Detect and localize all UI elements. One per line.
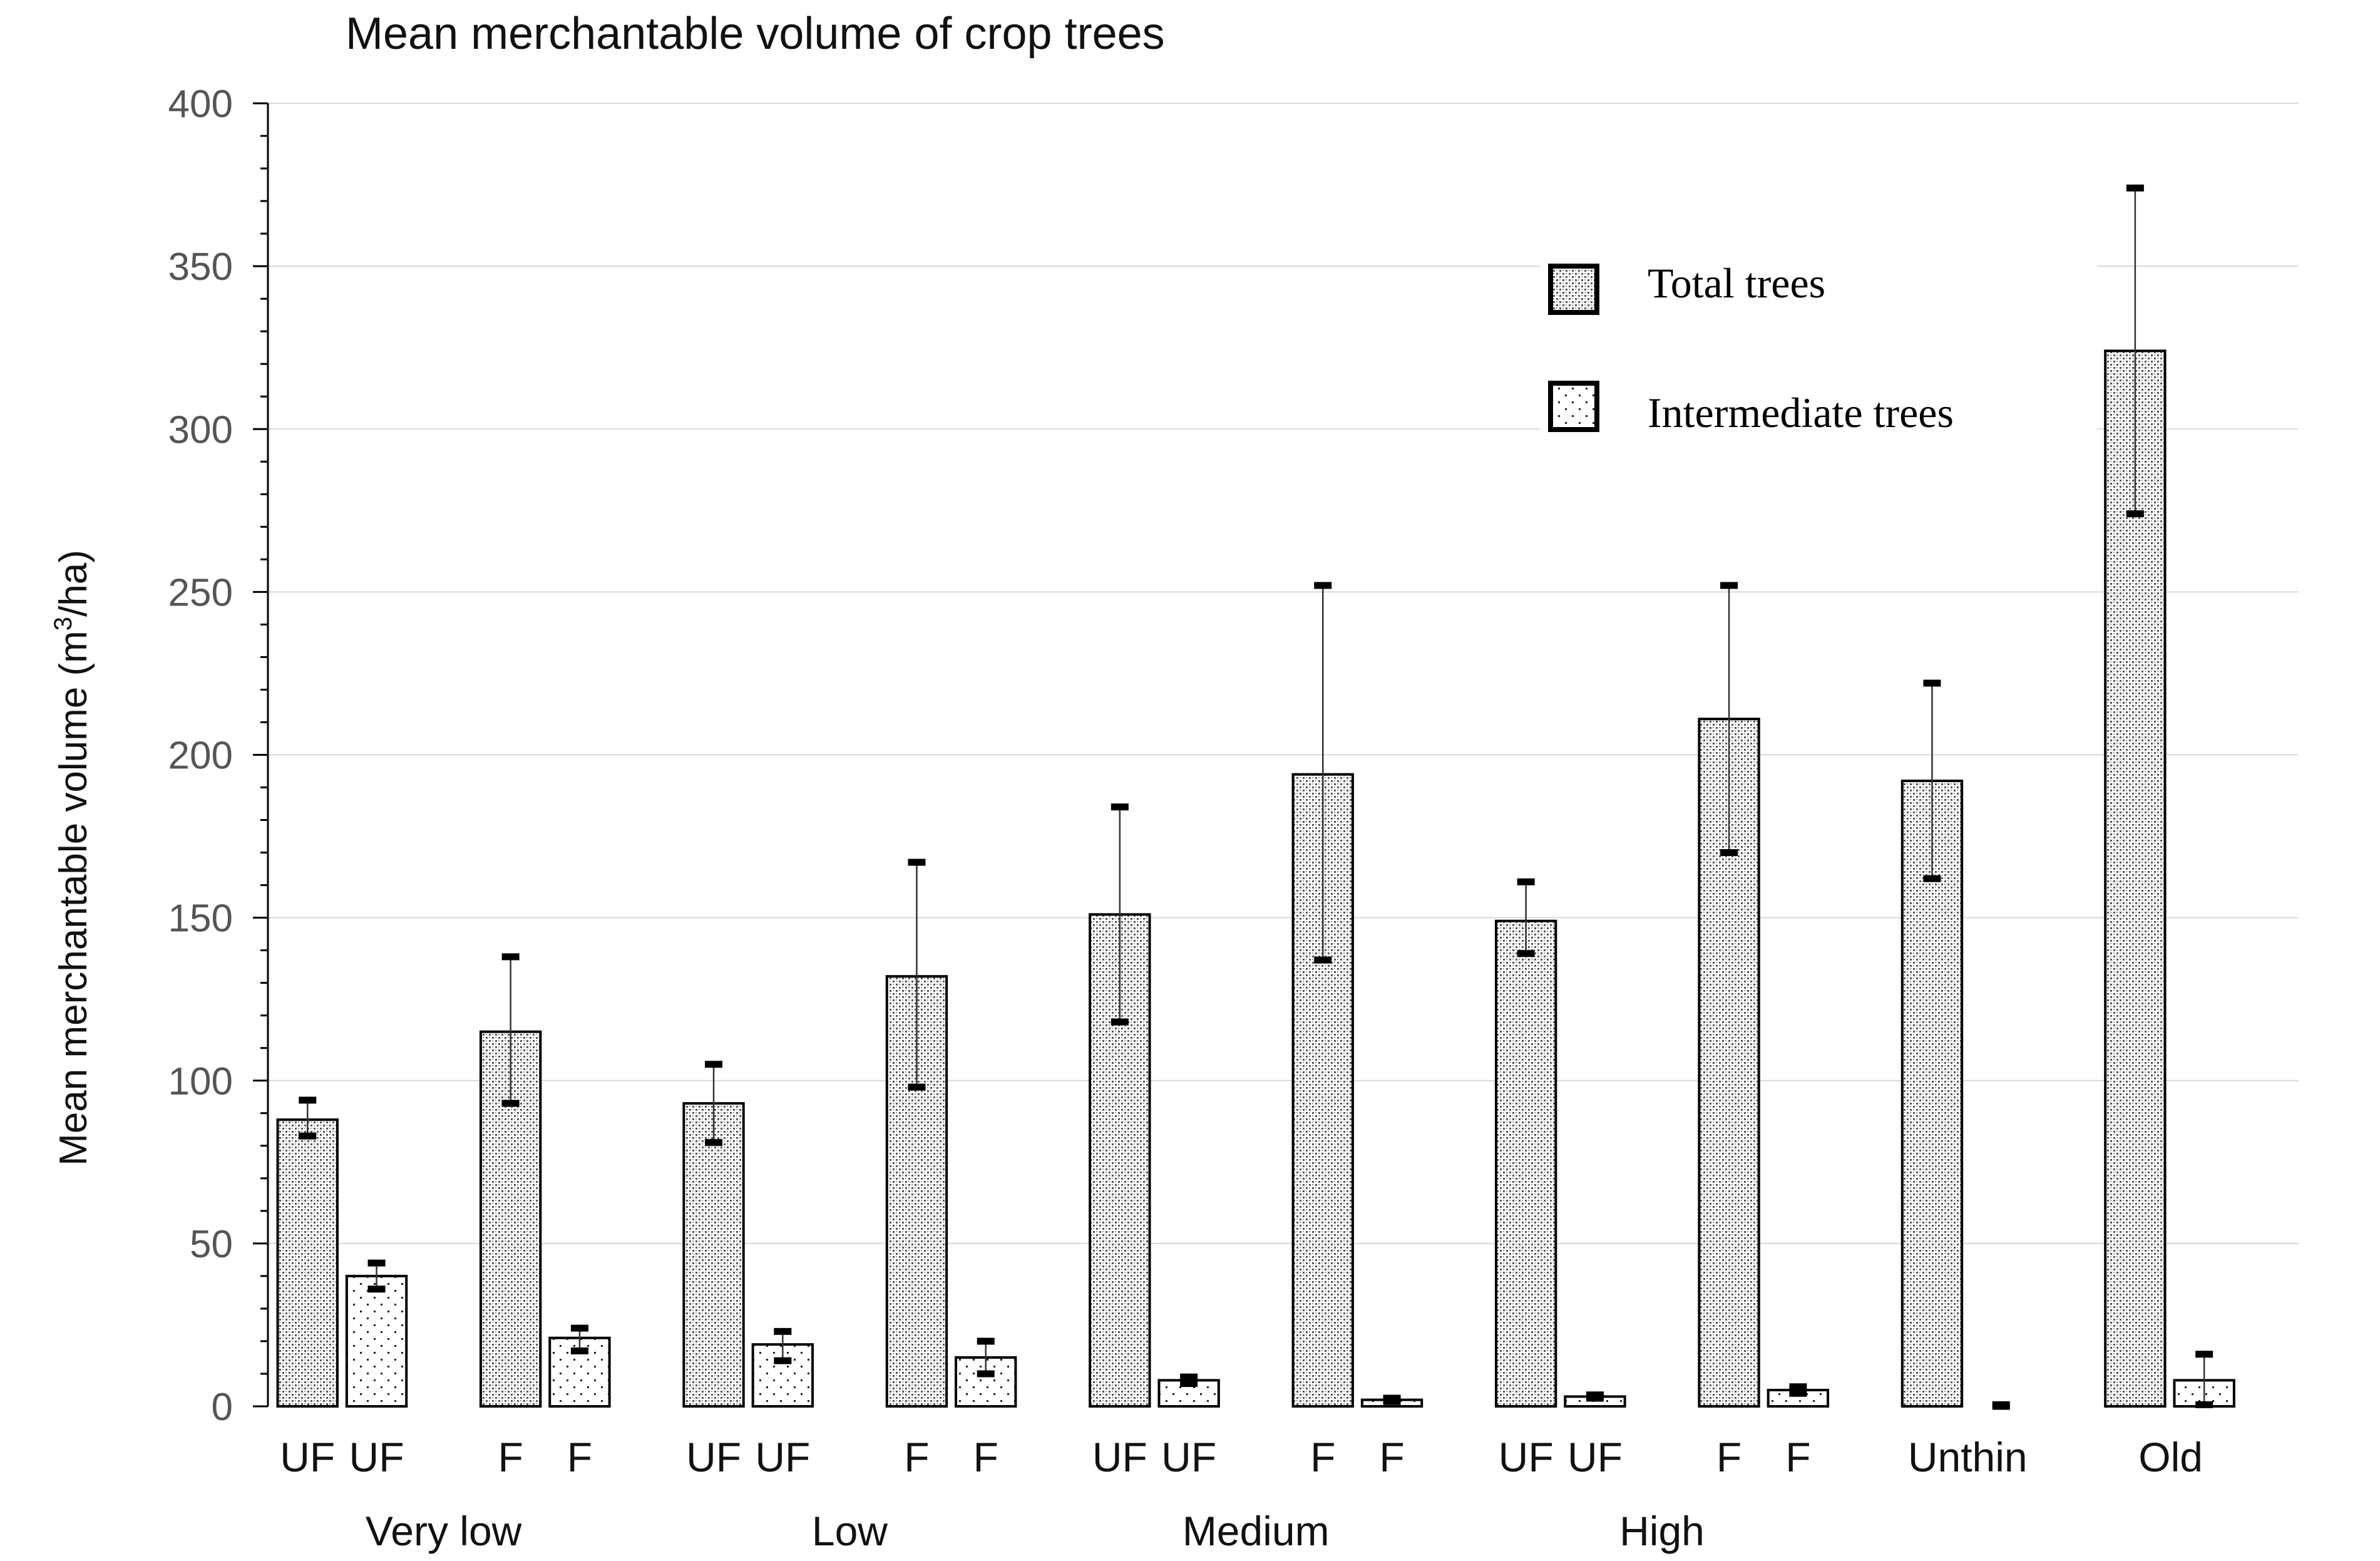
legend-label-intermediate-trees: Intermediate trees	[1648, 389, 1954, 436]
legend-label-total-trees: Total trees	[1648, 259, 1825, 307]
y-tick-label: 50	[190, 1223, 233, 1266]
legend-background	[1540, 264, 2097, 452]
x-tick-label: UF	[686, 1434, 741, 1480]
x-tick-label: UF	[755, 1434, 810, 1480]
x-tick-label: UF	[1092, 1434, 1147, 1480]
group-label: Very low	[366, 1508, 522, 1554]
group-label: High	[1619, 1508, 1705, 1554]
x-tick-label: F	[1379, 1434, 1404, 1480]
x-tick-label: UF	[1161, 1434, 1216, 1480]
x-tick-label: F	[1716, 1434, 1741, 1480]
y-tick-label: 350	[168, 245, 233, 289]
x-tick-label: F	[1310, 1434, 1335, 1480]
bar	[1900, 780, 1964, 1408]
group-label: Medium	[1182, 1508, 1330, 1554]
bars	[276, 184, 2235, 1410]
legend-swatch-total-trees	[1548, 264, 1599, 315]
gridlines	[268, 103, 2299, 1244]
y-axis-label: Mean merchantable volume (m3/ha)	[49, 550, 95, 1166]
y-tick-label: 250	[168, 571, 233, 614]
y-axis-label-tail: /ha)	[52, 550, 95, 617]
y-axis: 0 50 100 150 200 250 300 350 400	[168, 83, 269, 1429]
x-tick-label: F	[904, 1434, 929, 1480]
bar	[345, 1274, 408, 1408]
bar	[682, 1102, 745, 1408]
x-tick-label: UF	[280, 1434, 335, 1480]
y-tick-label: 400	[168, 83, 233, 126]
x-tick-label: F	[1785, 1434, 1810, 1480]
y-tick-label: 0	[212, 1386, 233, 1429]
bar	[276, 1118, 339, 1408]
x-tick-label: F	[498, 1434, 523, 1480]
x-tick-label: Unthin	[1908, 1434, 2028, 1480]
group-label: Low	[812, 1508, 888, 1554]
x-tick-label: F	[973, 1434, 998, 1480]
y-tick-label: 200	[168, 734, 233, 778]
x-tick-label: UF	[1499, 1434, 1554, 1480]
x-tick-label: UF	[349, 1434, 404, 1480]
chart-title: Mean merchantable volume of crop trees	[346, 9, 1165, 59]
x-tick-label: F	[567, 1434, 592, 1480]
y-axis-label-main: Mean merchantable volume (m	[52, 631, 95, 1166]
bar	[1494, 919, 1557, 1408]
x-tick-labels: UF UF F F UF UF F F UF UF F F UF UF F F Unthin Old	[280, 1434, 2203, 1480]
x-tick-label: UF	[1567, 1434, 1623, 1480]
y-axis-label-sup: 3	[49, 617, 77, 631]
x-tick-label: Old	[2138, 1434, 2203, 1480]
y-tick-label: 150	[168, 897, 233, 940]
legend: Total trees Intermediate trees	[1540, 259, 2097, 452]
y-tick-label: 100	[168, 1060, 233, 1103]
legend-swatch-intermediate-trees	[1548, 381, 1599, 432]
group-labels: Very low Low Medium High	[366, 1508, 1705, 1554]
y-tick-label: 300	[168, 408, 233, 451]
